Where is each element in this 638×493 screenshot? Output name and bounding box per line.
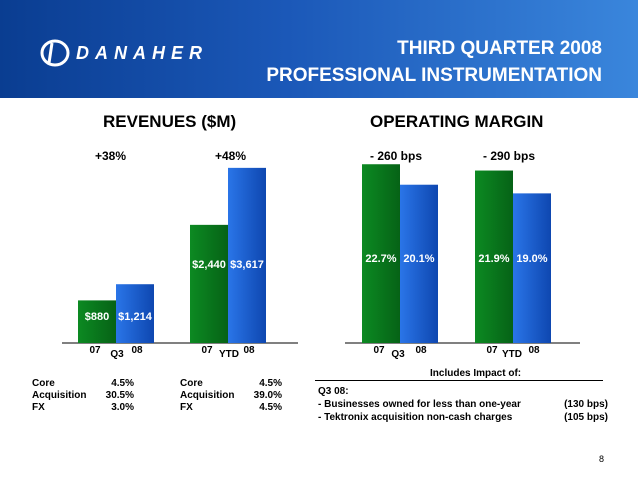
company-logo: DANAHER — [40, 38, 208, 68]
page-number: 8 — [598, 454, 604, 464]
q3-revenue-growth: +38% — [95, 149, 127, 163]
impact-item: - Tektronix acquisition non-cash charges… — [318, 412, 608, 423]
data-label: $2,440 — [192, 259, 226, 271]
data-label: 19.0% — [516, 253, 547, 265]
bar-07-q3 — [78, 300, 116, 343]
logo-text: DANAHER — [76, 42, 208, 63]
group-label: YTD — [219, 349, 239, 360]
data-label: 22.7% — [365, 253, 396, 265]
page-title-line1: THIRD QUARTER 2008 — [397, 38, 602, 59]
breakdown-row: Core 4.5% — [180, 378, 282, 389]
data-label: $3,617 — [230, 259, 264, 271]
breakdown-row: FX 4.5% — [180, 402, 282, 413]
bar-08-ytd — [513, 193, 551, 343]
tick-label: 07 — [486, 345, 498, 356]
data-label: 21.9% — [478, 253, 509, 265]
group-label: Q3 — [110, 349, 124, 360]
impact-title: Includes Impact of: — [430, 368, 522, 379]
tick-label: 08 — [415, 345, 427, 356]
ytd-growth-breakdown: Core 4.5% Acquisition 39.0% FX 4.5% — [180, 378, 282, 414]
q3-growth-breakdown: Core 4.5% Acquisition 30.5% FX 3.0% — [32, 378, 134, 414]
group-label: YTD — [502, 349, 522, 360]
q3-margin-change: - 260 bps — [370, 149, 423, 163]
data-label: $1,214 — [118, 311, 153, 323]
tick-label: 07 — [373, 345, 385, 356]
tick-label: 07 — [89, 345, 101, 356]
impact-notes: Q3 08: - Businesses owned for less than … — [318, 386, 608, 425]
breakdown-row: Acquisition 39.0% — [180, 390, 282, 401]
tick-label: 08 — [528, 345, 540, 356]
page-title-line2: PROFESSIONAL INSTRUMENTATION — [266, 65, 602, 86]
logo-mark-icon — [40, 39, 70, 67]
impact-heading: Q3 08: — [318, 386, 349, 397]
margin-title: OPERATING MARGIN — [370, 112, 544, 131]
tick-label: 08 — [243, 345, 255, 356]
tick-label: 08 — [131, 345, 143, 356]
bar-08-q3 — [116, 284, 154, 343]
bar-07-ytd — [190, 224, 228, 343]
ytd-revenue-growth: +48% — [215, 149, 247, 163]
bar-07-ytd — [475, 170, 513, 343]
data-label: $880 — [85, 311, 109, 323]
bar-08-ytd — [228, 167, 266, 343]
data-label: 20.1% — [403, 253, 434, 265]
ytd-margin-change: - 290 bps — [483, 149, 536, 163]
impact-divider — [315, 380, 603, 381]
group-label: Q3 — [391, 349, 405, 360]
breakdown-row: Core 4.5% — [32, 378, 134, 389]
bar-08-q3 — [400, 184, 438, 343]
impact-item: - Businesses owned for less than one-yea… — [318, 399, 608, 410]
bar-07-q3 — [362, 164, 400, 343]
breakdown-row: FX 3.0% — [32, 402, 134, 413]
revenues-title: REVENUES ($M) — [103, 112, 237, 131]
tick-label: 07 — [201, 345, 213, 356]
header-banner: DANAHER THIRD QUARTER 2008 PROFESSIONAL … — [0, 0, 638, 98]
breakdown-row: Acquisition 30.5% — [32, 390, 134, 401]
